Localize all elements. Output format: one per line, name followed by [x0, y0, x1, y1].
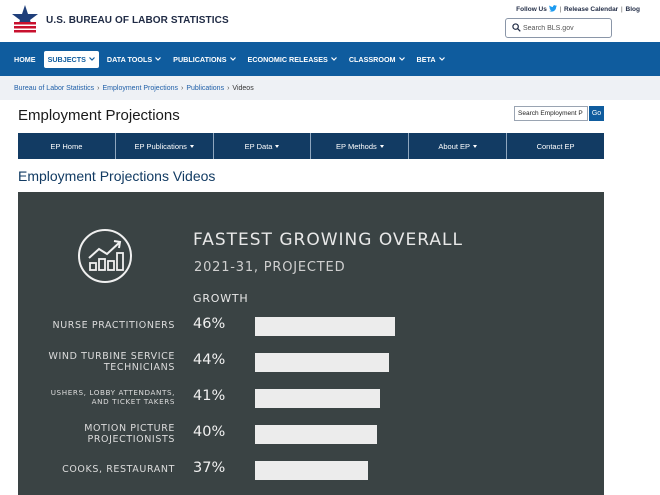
occupation-label-line: AND TICKET TAKERS: [91, 396, 175, 406]
occupation-label: COOKS, RESTAURANT: [18, 464, 175, 475]
growth-chart-icon: [78, 229, 132, 283]
breadcrumb-separator: ›: [227, 84, 230, 92]
growth-percent: 44%: [193, 352, 226, 368]
nav-item-label: BETA: [416, 54, 436, 64]
tab-label: Contact EP: [536, 141, 575, 151]
utility-links: Follow Us | Release Calendar | Blog: [516, 5, 640, 13]
tab-label: EP Home: [50, 141, 83, 151]
nav-item-publications[interactable]: PUBLICATIONS: [169, 51, 239, 68]
separator: |: [559, 6, 562, 13]
growth-bar: [255, 425, 377, 444]
occupation-label-line: USHERS, LOBBY ATTENDANTS,: [50, 388, 175, 398]
growth-percent: 46%: [193, 316, 226, 332]
page-title: Employment Projections: [18, 107, 180, 124]
growth-percent: 37%: [193, 460, 226, 476]
tab-contact-ep[interactable]: Contact EP: [507, 133, 604, 159]
caret-down-icon: [379, 144, 384, 148]
nav-item-beta[interactable]: BETA: [413, 51, 449, 68]
nav-item-data-tools[interactable]: DATA TOOLS: [103, 51, 165, 68]
occupation-label-line: PROJECTIONISTS: [87, 433, 175, 445]
tab-label: EP Data: [244, 141, 273, 151]
twitter-icon[interactable]: [548, 5, 557, 12]
nav-item-label: PUBLICATIONS: [173, 54, 227, 64]
tab-ep-methods[interactable]: EP Methods: [311, 133, 410, 159]
breadcrumb-bls[interactable]: Bureau of Labor Statistics: [14, 84, 95, 92]
search-icon[interactable]: [512, 23, 521, 32]
search-input[interactable]: [523, 22, 608, 35]
occupation-label-line: NURSE PRACTITIONERS: [52, 320, 175, 332]
caret-down-icon: [275, 144, 280, 148]
nav-item-home[interactable]: HOME: [10, 51, 40, 68]
main-nav: HOME SUBJECTS DATA TOOLS PUBLICATIONS ECONOM…: [0, 42, 660, 76]
chevron-down-icon: [229, 57, 236, 61]
video-subtitle: 2021-31, PROJECTED: [194, 260, 346, 275]
separator: |: [621, 6, 623, 13]
occupation-label: NURSE PRACTITIONERS: [18, 320, 175, 331]
follow-us-link[interactable]: Follow Us: [516, 6, 547, 13]
go-button[interactable]: Go: [589, 106, 604, 121]
occupation-label-line: MOTION PICTURE: [84, 422, 175, 434]
video-title: FASTEST GROWING OVERALL: [193, 230, 463, 250]
chevron-down-icon: [438, 57, 445, 61]
release-calendar-link[interactable]: Release Calendar: [564, 6, 619, 13]
breadcrumb: Bureau of Labor Statistics › Employment …: [0, 76, 660, 100]
growth-percent: 41%: [193, 388, 226, 404]
tab-ep-home[interactable]: EP Home: [18, 133, 116, 159]
chevron-down-icon: [88, 57, 95, 61]
tab-ep-publications[interactable]: EP Publications: [116, 133, 214, 159]
occupation-label-line: COOKS, RESTAURANT: [62, 464, 175, 476]
blog-link[interactable]: Blog: [625, 6, 640, 13]
growth-bar: [255, 317, 395, 336]
caret-down-icon: [473, 144, 478, 148]
growth-bar: [255, 389, 380, 408]
top-header: U.S. BUREAU OF LABOR STATISTICS Follow U…: [0, 0, 660, 42]
section-heading: Employment Projections Videos: [18, 168, 216, 184]
bls-logo-icon[interactable]: [10, 4, 40, 36]
tab-ep-data[interactable]: EP Data: [214, 133, 312, 159]
growth-bar: [255, 461, 368, 480]
chevron-down-icon: [330, 57, 337, 61]
nav-item-subjects[interactable]: SUBJECTS: [43, 50, 99, 68]
growth-bar: [255, 353, 389, 372]
occupation-label: USHERS, LOBBY ATTENDANTS, AND TICKET TAKE…: [18, 389, 175, 406]
caret-down-icon: [189, 144, 194, 148]
breadcrumb-employment-projections[interactable]: Employment Projections: [102, 84, 178, 92]
breadcrumb-current: Videos: [232, 84, 254, 92]
ep-nav: EP Home EP Publications EP Data EP Methods A…: [18, 133, 604, 159]
ep-search-input[interactable]: [514, 106, 588, 121]
occupation-label-line: TECHNICIANS: [103, 361, 175, 373]
org-name[interactable]: U.S. BUREAU OF LABOR STATISTICS: [46, 15, 229, 26]
breadcrumb-publications[interactable]: Publications: [186, 84, 225, 92]
occupation-label: WIND TURBINE SERVICE TECHNICIANS: [18, 351, 175, 374]
occupation-label-line: WIND TURBINE SERVICE: [48, 350, 175, 362]
nav-item-label: CLASSROOM: [348, 54, 396, 64]
breadcrumb-separator: ›: [180, 84, 184, 92]
occupation-label: MOTION PICTURE PROJECTIONISTS: [18, 423, 175, 446]
growth-column-header: GROWTH: [193, 292, 249, 305]
tab-about-ep[interactable]: About EP: [409, 133, 508, 159]
chevron-down-icon: [155, 57, 162, 61]
tab-label: EP Publications: [134, 141, 187, 151]
site-search[interactable]: [505, 18, 612, 38]
chevron-down-icon: [398, 57, 405, 61]
nav-item-classroom[interactable]: CLASSROOM: [345, 51, 409, 68]
nav-item-economic-releases[interactable]: ECONOMIC RELEASES: [244, 51, 341, 68]
growth-percent: 40%: [193, 424, 226, 440]
tab-label: EP Methods: [336, 141, 377, 151]
nav-item-label: ECONOMIC RELEASES: [247, 54, 328, 64]
breadcrumb-separator: ›: [97, 84, 100, 92]
nav-item-label: SUBJECTS: [47, 54, 86, 64]
tab-label: About EP: [438, 141, 471, 151]
nav-item-label: HOME: [14, 54, 36, 64]
nav-item-label: DATA TOOLS: [106, 54, 153, 64]
video-player[interactable]: FASTEST GROWING OVERALL 2021-31, PROJECT…: [18, 192, 604, 495]
